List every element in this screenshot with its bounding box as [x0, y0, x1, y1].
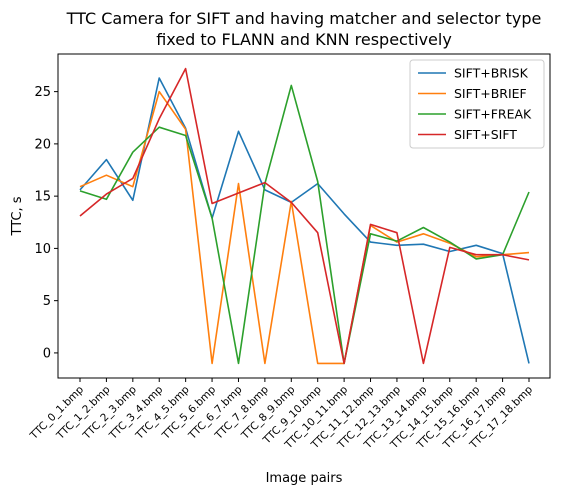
- legend-label: SIFT+FREAK: [454, 107, 532, 122]
- y-tick-label: 0: [43, 346, 51, 361]
- legend: SIFT+BRISK SIFT+BRIEF SIFT+FREAK SIFT+SIFT: [409, 59, 545, 149]
- y-tick-label: 15: [34, 190, 51, 205]
- series-line: [79, 77, 530, 364]
- series-line: [79, 67, 530, 365]
- y-tick-label: 25: [34, 85, 51, 100]
- legend-label: SIFT+BRISK: [454, 66, 529, 81]
- plot-area-frame: [57, 53, 551, 379]
- legend-label: SIFT+SIFT: [454, 127, 517, 142]
- y-tick-label: 20: [34, 137, 51, 152]
- x-axis: TTC_0_1.bmpTTC_1_2.bmpTTC_2_3.bmpTTC_3_4…: [27, 378, 535, 452]
- chart-title-line-1: TTC Camera for SIFT and having matcher a…: [66, 9, 542, 28]
- chart-title-line-2: fixed to FLANN and KNN respectively: [156, 30, 452, 49]
- series-lines: [79, 67, 530, 365]
- y-axis-label: TTC, s: [10, 196, 25, 236]
- legend-box: [409, 59, 545, 149]
- series-line: [79, 84, 530, 365]
- y-tick-label: 5: [43, 294, 51, 309]
- y-tick-label: 10: [34, 242, 51, 257]
- legend-label: SIFT+BRIEF: [454, 86, 527, 101]
- x-axis-label: Image pairs: [266, 471, 343, 486]
- y-axis: 0 5 10 15 20 25: [34, 85, 58, 361]
